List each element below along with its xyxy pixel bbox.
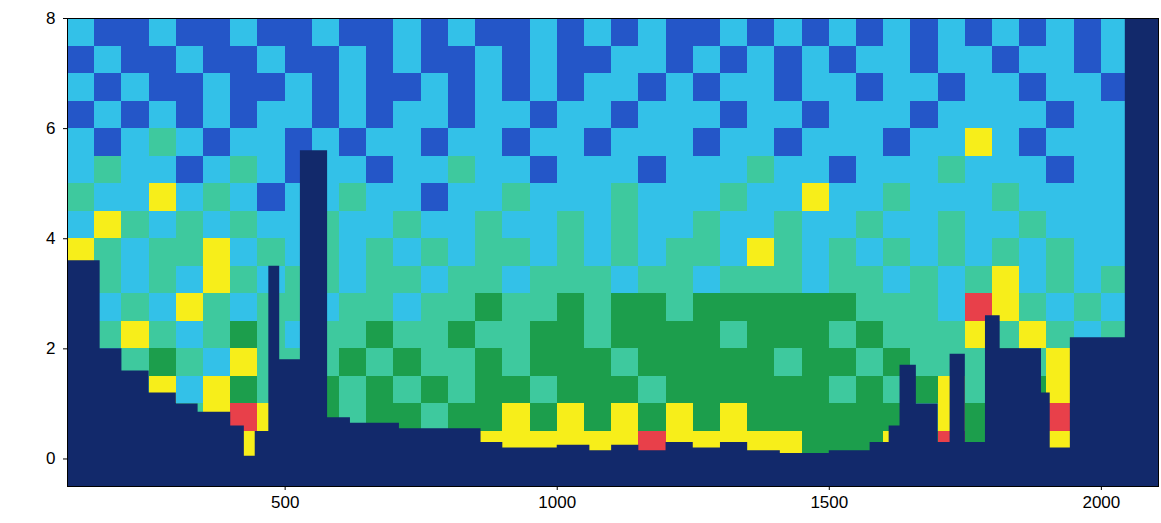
svg-text:1000: 1000 [538, 493, 576, 512]
svg-text:2: 2 [46, 339, 55, 358]
svg-text:8: 8 [46, 9, 55, 28]
svg-text:6: 6 [46, 119, 55, 138]
svg-text:4: 4 [46, 229, 55, 248]
svg-text:500: 500 [271, 493, 299, 512]
svg-text:1500: 1500 [810, 493, 848, 512]
svg-text:0: 0 [46, 449, 55, 468]
svg-text:2000: 2000 [1082, 493, 1120, 512]
